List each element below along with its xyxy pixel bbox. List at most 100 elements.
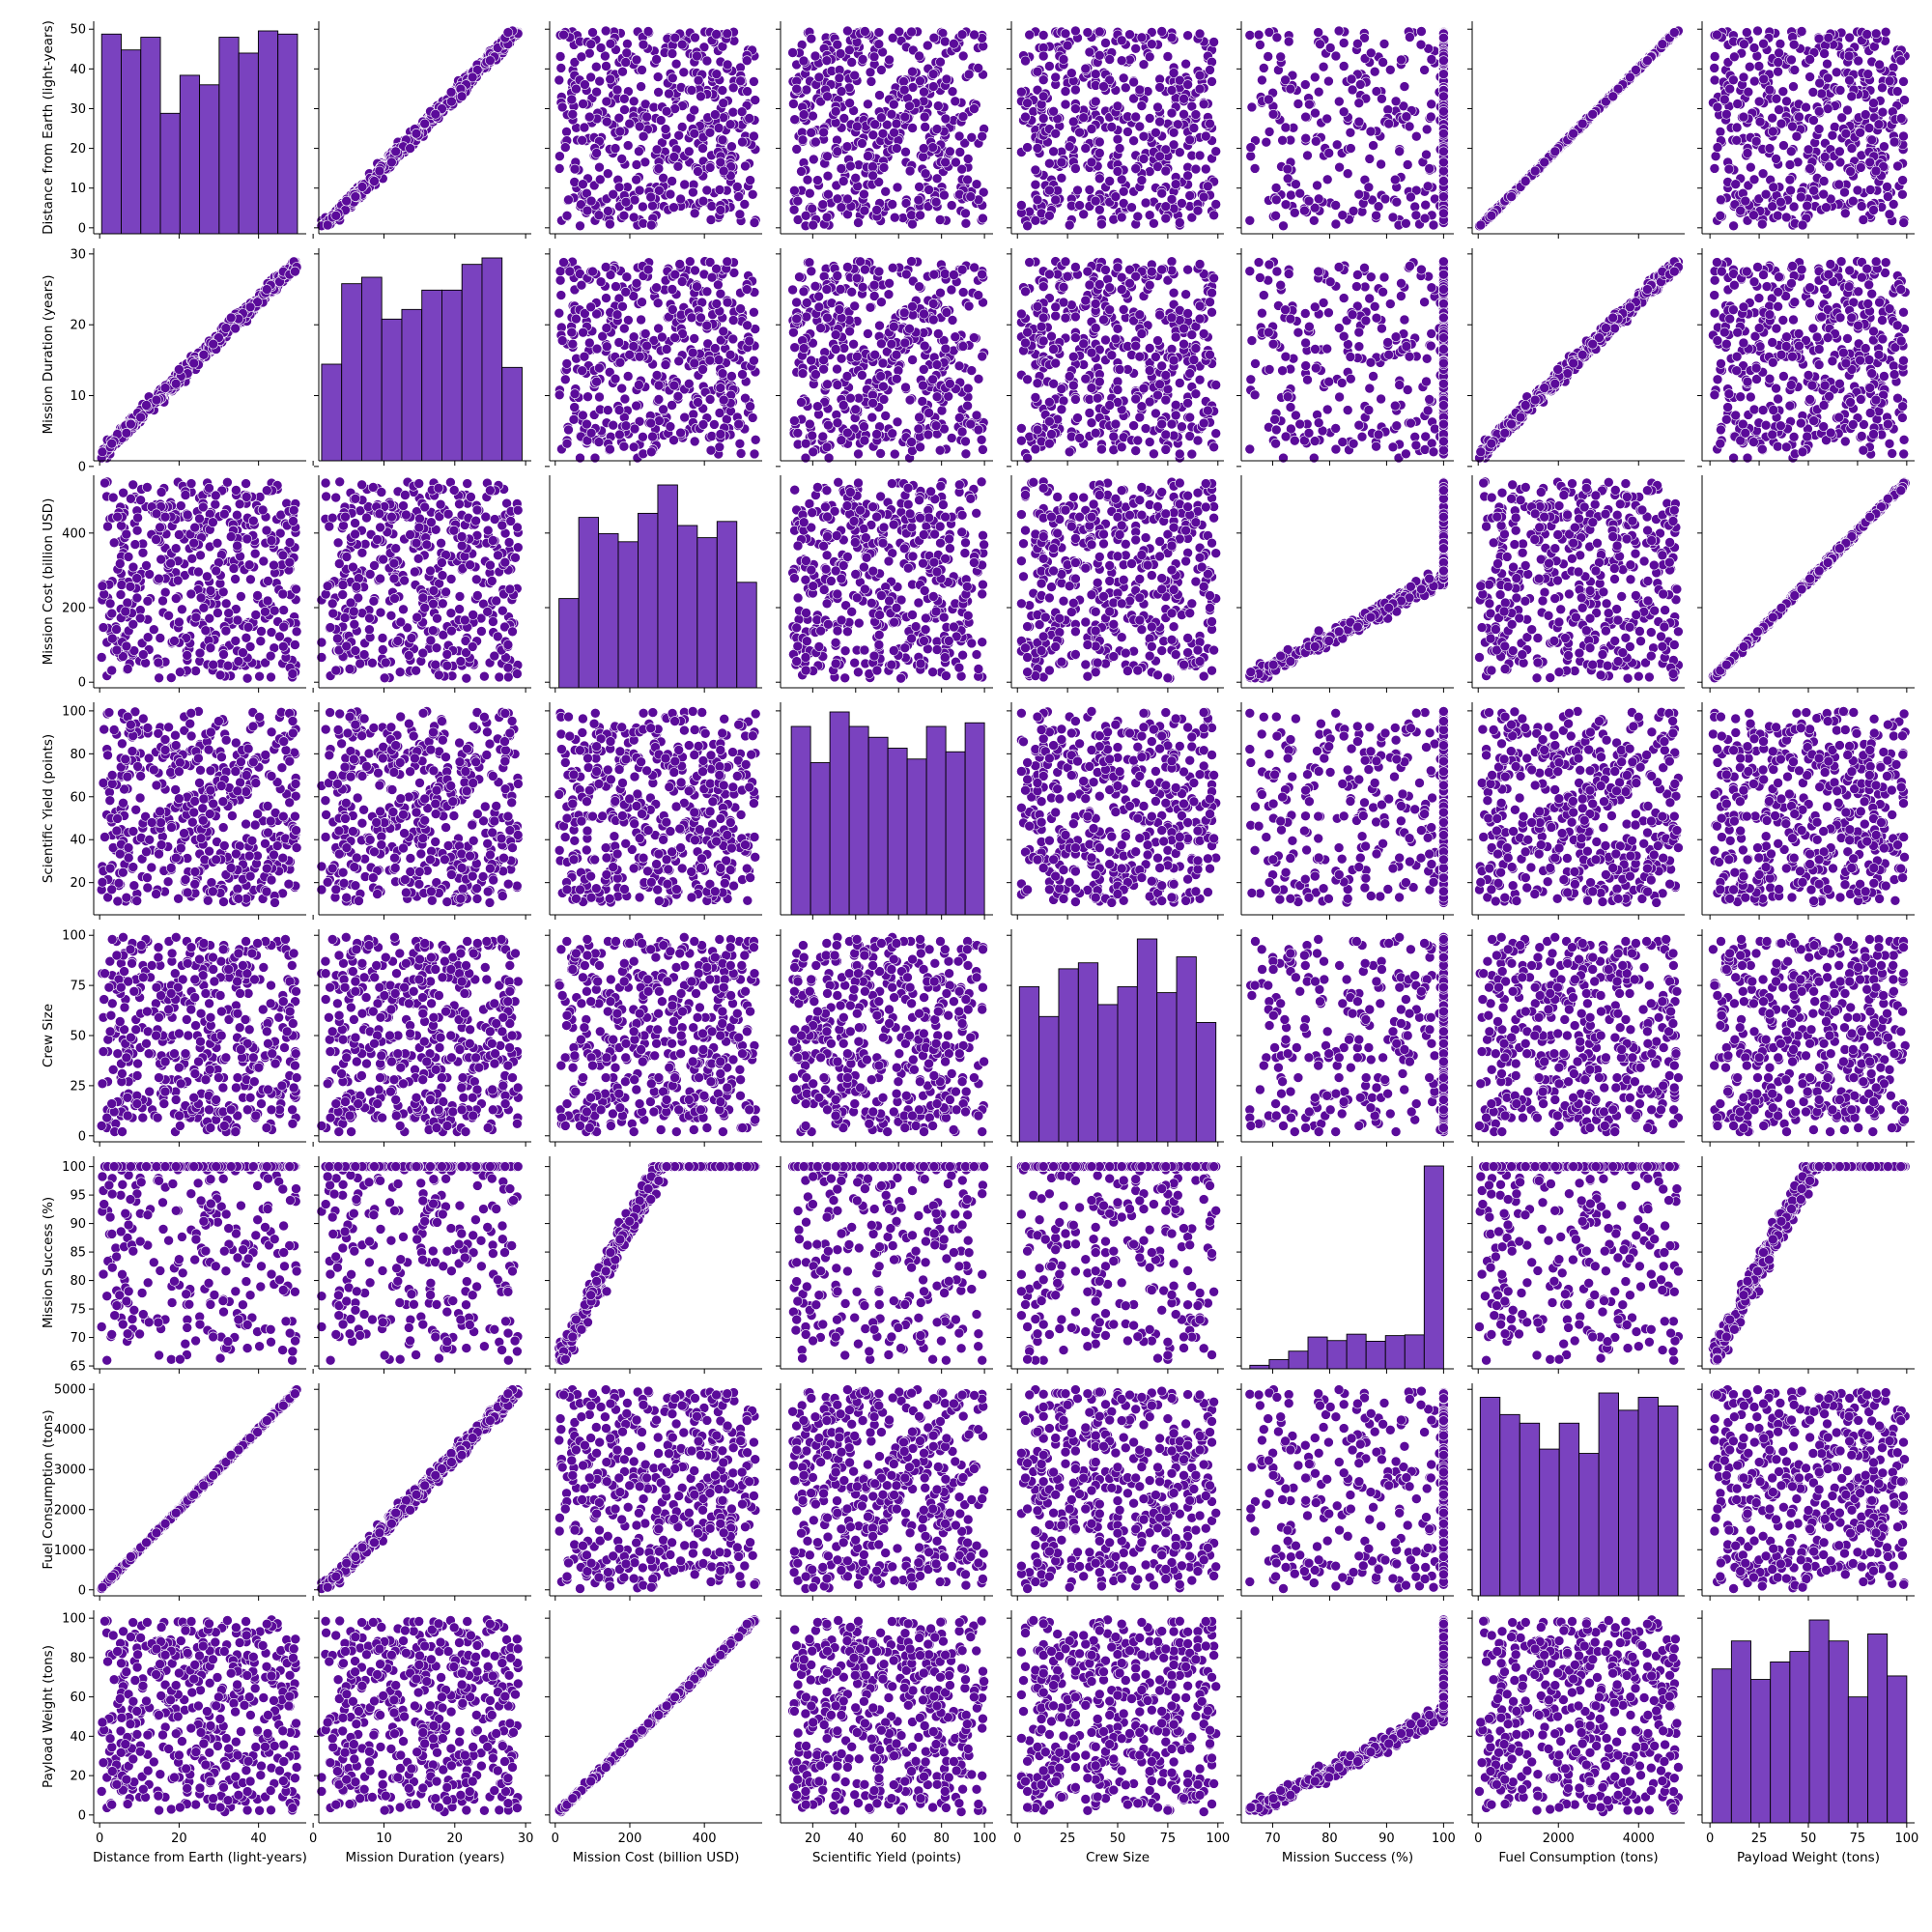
scatter-point [838,176,849,186]
scatter-point [1060,28,1071,40]
scatter-point [591,376,602,387]
scatter-point [1118,72,1129,84]
scatter-point [830,329,841,340]
scatter-point [585,195,597,207]
scatter-point [898,76,909,87]
scatter-point [188,357,199,369]
scatter-point [1767,112,1777,124]
scatter-point [794,271,805,283]
scatter-point [651,370,663,381]
scatter-point [1861,29,1872,40]
scatter-point [1353,188,1365,200]
scatter-point [651,282,662,294]
scatter-point [737,369,748,380]
scatter-point [1321,113,1332,125]
scatter-point [813,291,824,302]
scatter-point [126,418,136,430]
scatter-point [1166,85,1178,96]
scatter-point [582,391,593,403]
scatter-point [1858,214,1869,225]
scatter-point [917,396,928,407]
scatter-point [718,165,729,177]
scatter-point [593,210,605,220]
scatter-point [430,109,441,120]
scatter-point [1253,29,1264,41]
scatter-point [1257,74,1267,86]
scatter-point [686,85,697,96]
scatter-point [651,54,662,65]
scatter-point [1587,109,1598,120]
scatter-point [1299,205,1310,216]
scatter-point [1259,63,1269,73]
histogram-bar [257,30,279,235]
scatter-point [1271,194,1282,206]
scatter-point [1192,205,1204,216]
scatter-point [411,128,422,139]
scatter-point [920,168,931,179]
scatter-point [844,98,855,108]
scatter-point [904,165,916,177]
scatter-point [1356,206,1368,217]
scatter-point [962,154,974,164]
scatter-point [1353,98,1365,108]
scatter-point [658,404,668,415]
scatter-point [1022,142,1033,153]
scatter-point [836,86,847,97]
scatter-point [1421,149,1432,160]
scatter-point [689,436,700,447]
scatter-point [747,189,758,200]
scatter-point [631,54,642,66]
scatter-point [846,57,858,68]
scatter-point [1709,163,1720,174]
scatter-point [1270,183,1282,193]
scatter-point [1249,163,1261,174]
scatter-point [689,357,700,369]
scatter-point [1846,91,1858,102]
scatter-point [971,179,982,189]
scatter-point [1016,200,1027,211]
scatter-point [714,185,725,195]
scatter-point [583,337,595,349]
histogram-bar [481,257,503,462]
scatter-point [1166,107,1178,119]
y-tick-label: 10 [70,182,86,196]
scatter-point [567,338,579,350]
scatter-point [1208,210,1219,221]
scatter-point [647,200,658,212]
scatter-point [973,290,984,300]
scatter-point [554,151,565,161]
histogram-bar [159,112,181,235]
scatter-point [740,160,751,172]
panel-distance-from-earth-vs-fuel-consumption [1467,21,1685,239]
scatter-point [709,343,721,354]
scatter-point [1037,91,1049,102]
scatter-point [558,29,569,41]
scatter-point [969,29,980,41]
scatter-point [1813,106,1825,117]
scatter-point [665,421,676,432]
scatter-point [1080,63,1092,74]
scatter-point [563,194,574,206]
scatter-point [977,269,987,280]
scatter-point [628,331,639,343]
scatter-point [1749,75,1760,87]
scatter-point [1032,194,1043,206]
scatter-point [1246,101,1258,113]
scatter-point [939,189,950,201]
scatter-point [1179,109,1189,120]
scatter-point [135,412,146,423]
scatter-point [733,418,745,430]
scatter-point [1334,161,1345,173]
scatter-point [804,257,815,269]
scatter-point [1194,150,1206,161]
scatter-point [953,130,965,142]
scatter-point [1730,179,1741,189]
scatter-point [1785,185,1796,196]
scatter-point [386,156,397,168]
scatter-point [631,277,642,289]
scatter-point [642,264,654,275]
scatter-point [810,50,821,62]
scatter-point [1210,146,1221,156]
scatter-point [1771,154,1781,164]
scatter-point [620,420,632,432]
